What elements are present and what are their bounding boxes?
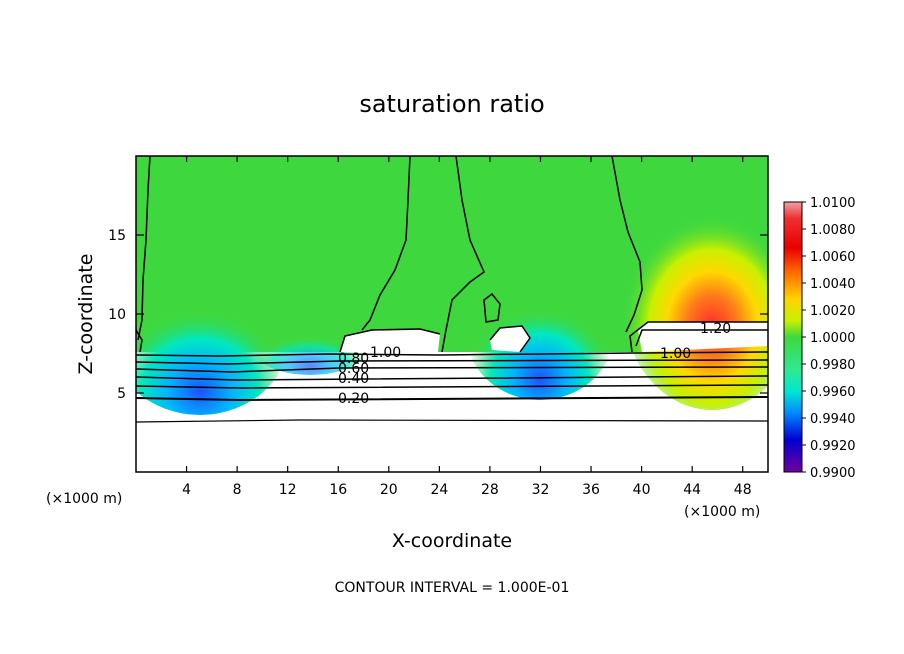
y-tick-label: 10 bbox=[108, 307, 126, 323]
x-tick-label: 12 bbox=[279, 482, 297, 498]
x-tick-label: 24 bbox=[430, 482, 448, 498]
supersaturated-region bbox=[622, 190, 768, 410]
cloud-1 bbox=[340, 329, 440, 352]
chart-title: saturation ratio bbox=[359, 90, 544, 118]
x-tick-label: 32 bbox=[532, 482, 550, 498]
colorbar-tick-label: 1.0100 bbox=[810, 196, 856, 211]
cool-region-1 bbox=[136, 255, 290, 415]
x-unit-left: (×1000 m) bbox=[46, 491, 122, 507]
contour-label: 1.00 bbox=[660, 346, 691, 362]
colorbar: 1.0100 1.0080 1.0060 1.0040 1.0020 1.0000 0.99… bbox=[783, 196, 856, 481]
x-tick-label: 28 bbox=[481, 482, 499, 498]
x-tick-label: 48 bbox=[734, 482, 752, 498]
x-unit-right: (×1000 m) bbox=[684, 504, 760, 520]
x-axis-label: X-coordinate bbox=[392, 530, 512, 552]
cloud-2 bbox=[490, 326, 530, 352]
colorbar-tick-label: 1.0020 bbox=[810, 304, 856, 319]
colorbar-ticks: 1.0100 1.0080 1.0060 1.0040 1.0020 1.0000 0.99… bbox=[802, 196, 856, 481]
contour-label: 0.60 bbox=[338, 361, 369, 377]
cool-region-3 bbox=[250, 315, 370, 375]
colorbar-tick-label: 0.9900 bbox=[810, 466, 856, 481]
y-tick-label: 15 bbox=[108, 228, 126, 244]
contour-label: 0.80 bbox=[338, 351, 369, 367]
x-tick-label: 16 bbox=[329, 482, 347, 498]
colorbar-tick-label: 0.9920 bbox=[810, 439, 856, 454]
contour-label: 0.20 bbox=[338, 391, 369, 407]
contour-lines bbox=[136, 156, 768, 423]
colorbar-tick-label: 1.0040 bbox=[810, 277, 856, 292]
x-tick-label: 40 bbox=[633, 482, 651, 498]
y-axis-ticks: 5 10 15 bbox=[108, 228, 768, 402]
x-tick-label: 8 bbox=[233, 482, 242, 498]
contour-label: 0.40 bbox=[338, 371, 369, 387]
contour-label: 1.00 bbox=[370, 345, 401, 361]
plot-area: 1.00 1.20 1.00 0.80 0.60 0.40 0.20 bbox=[136, 156, 768, 472]
x-tick-label: 36 bbox=[582, 482, 600, 498]
colorbar-tick-label: 1.0060 bbox=[810, 250, 856, 265]
x-tick-label: 44 bbox=[683, 482, 701, 498]
colorbar-tick-label: 0.9980 bbox=[810, 358, 856, 373]
footer-text: CONTOUR INTERVAL = 1.000E-01 bbox=[335, 580, 570, 596]
contour-label-group: 1.00 1.20 1.00 0.80 0.60 0.40 0.20 bbox=[338, 321, 731, 407]
x-tick-label: 4 bbox=[182, 482, 191, 498]
x-axis-ticks: 4 8 12 16 20 24 28 32 36 40 44 48 bbox=[182, 156, 752, 498]
x-tick-label: 20 bbox=[380, 482, 398, 498]
y-tick-label: 5 bbox=[117, 386, 126, 402]
contour-label: 1.20 bbox=[700, 321, 731, 337]
colorbar-gradient bbox=[783, 201, 803, 473]
colorbar-tick-label: 0.9940 bbox=[810, 412, 856, 427]
colorbar-tick-label: 1.0000 bbox=[810, 331, 856, 346]
y-axis-label: Z-coordinate bbox=[75, 254, 97, 375]
cool-region-2 bbox=[465, 260, 615, 400]
colorbar-tick-label: 0.9960 bbox=[810, 385, 856, 400]
colorbar-tick-label: 1.0080 bbox=[810, 223, 856, 238]
